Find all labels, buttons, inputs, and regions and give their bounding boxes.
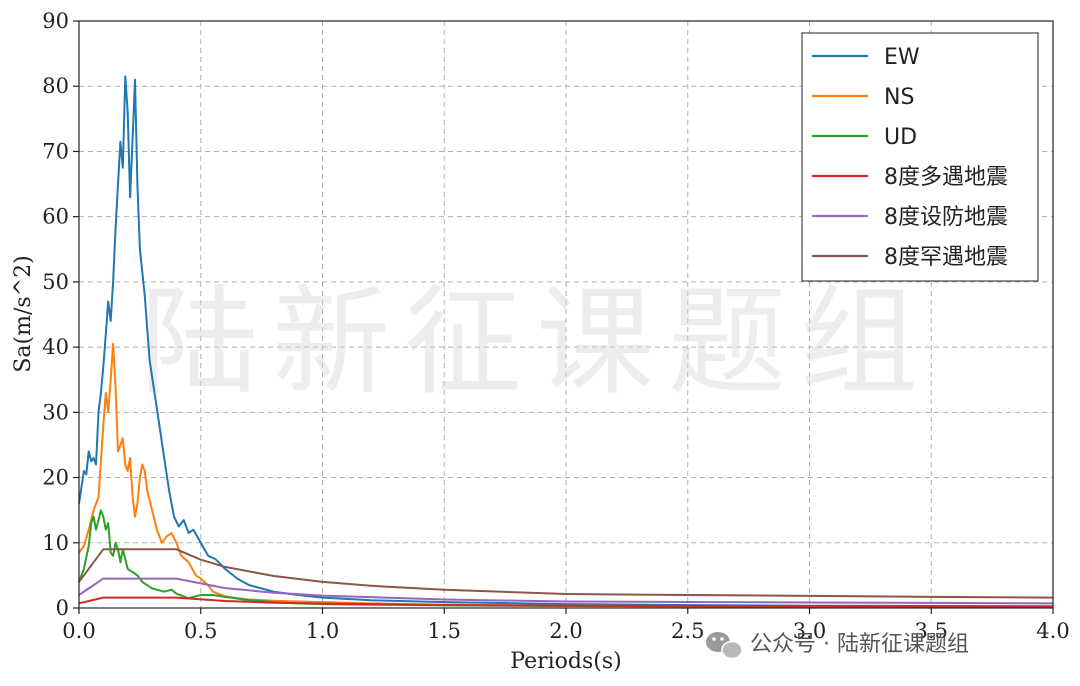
y-tick-label: 0	[56, 596, 69, 620]
y-tick-label: 90	[42, 9, 69, 33]
x-tick-label: 1.0	[306, 619, 339, 643]
ticks: 0.0 0.5 1.0 1.5 2.0 2.5 3.0 3.5 4.0 0 10 20 30 40 50 60…	[42, 9, 1069, 643]
y-tick-label: 60	[42, 205, 69, 229]
y-axis-label: Sa(m/s^2)	[11, 255, 36, 372]
y-tick-label: 20	[42, 466, 69, 490]
y-tick-label: 40	[42, 335, 69, 359]
legend-label: UD	[884, 125, 917, 150]
series-line	[78, 577, 1054, 605]
x-tick-label: 3.0	[793, 619, 826, 643]
legend: EW NS UD 8度多遇地震 8度设防地震 8度罕遇地震	[801, 32, 1039, 282]
legend-label: 8度设防地震	[884, 205, 1008, 230]
x-tick-label: 4.0	[1036, 619, 1069, 643]
legend-label: EW	[884, 45, 920, 70]
legend-label: 8度罕遇地震	[884, 245, 1008, 270]
y-tick-label: 50	[42, 270, 69, 294]
x-tick-label: 2.0	[549, 619, 582, 643]
y-tick-label: 10	[42, 531, 69, 555]
y-tick-label: 80	[42, 74, 69, 98]
x-tick-label: 1.5	[428, 619, 461, 643]
x-tick-label: 3.5	[915, 619, 948, 643]
series-layer	[78, 75, 1054, 608]
series-line	[78, 342, 1054, 608]
x-tick-label: 0.0	[62, 619, 95, 643]
series-line	[78, 548, 1054, 599]
y-tick-label: 30	[42, 400, 69, 424]
legend-label: NS	[884, 85, 914, 110]
watermark-text: 陆新征课题组	[140, 273, 932, 411]
legend-label: 8度多遇地震	[884, 165, 1008, 190]
y-tick-label: 70	[42, 139, 69, 163]
x-tick-label: 2.5	[671, 619, 704, 643]
footer-watermark: 公众号 · 陆新征课题组	[706, 632, 969, 660]
series-line	[78, 596, 1054, 608]
x-tick-label: 0.5	[184, 619, 217, 643]
legend-box	[801, 32, 1039, 282]
x-axis-label: Periods(s)	[510, 649, 621, 674]
footer-watermark-text: 公众号 · 陆新征课题组	[750, 632, 969, 657]
wechat-icon	[706, 632, 743, 660]
